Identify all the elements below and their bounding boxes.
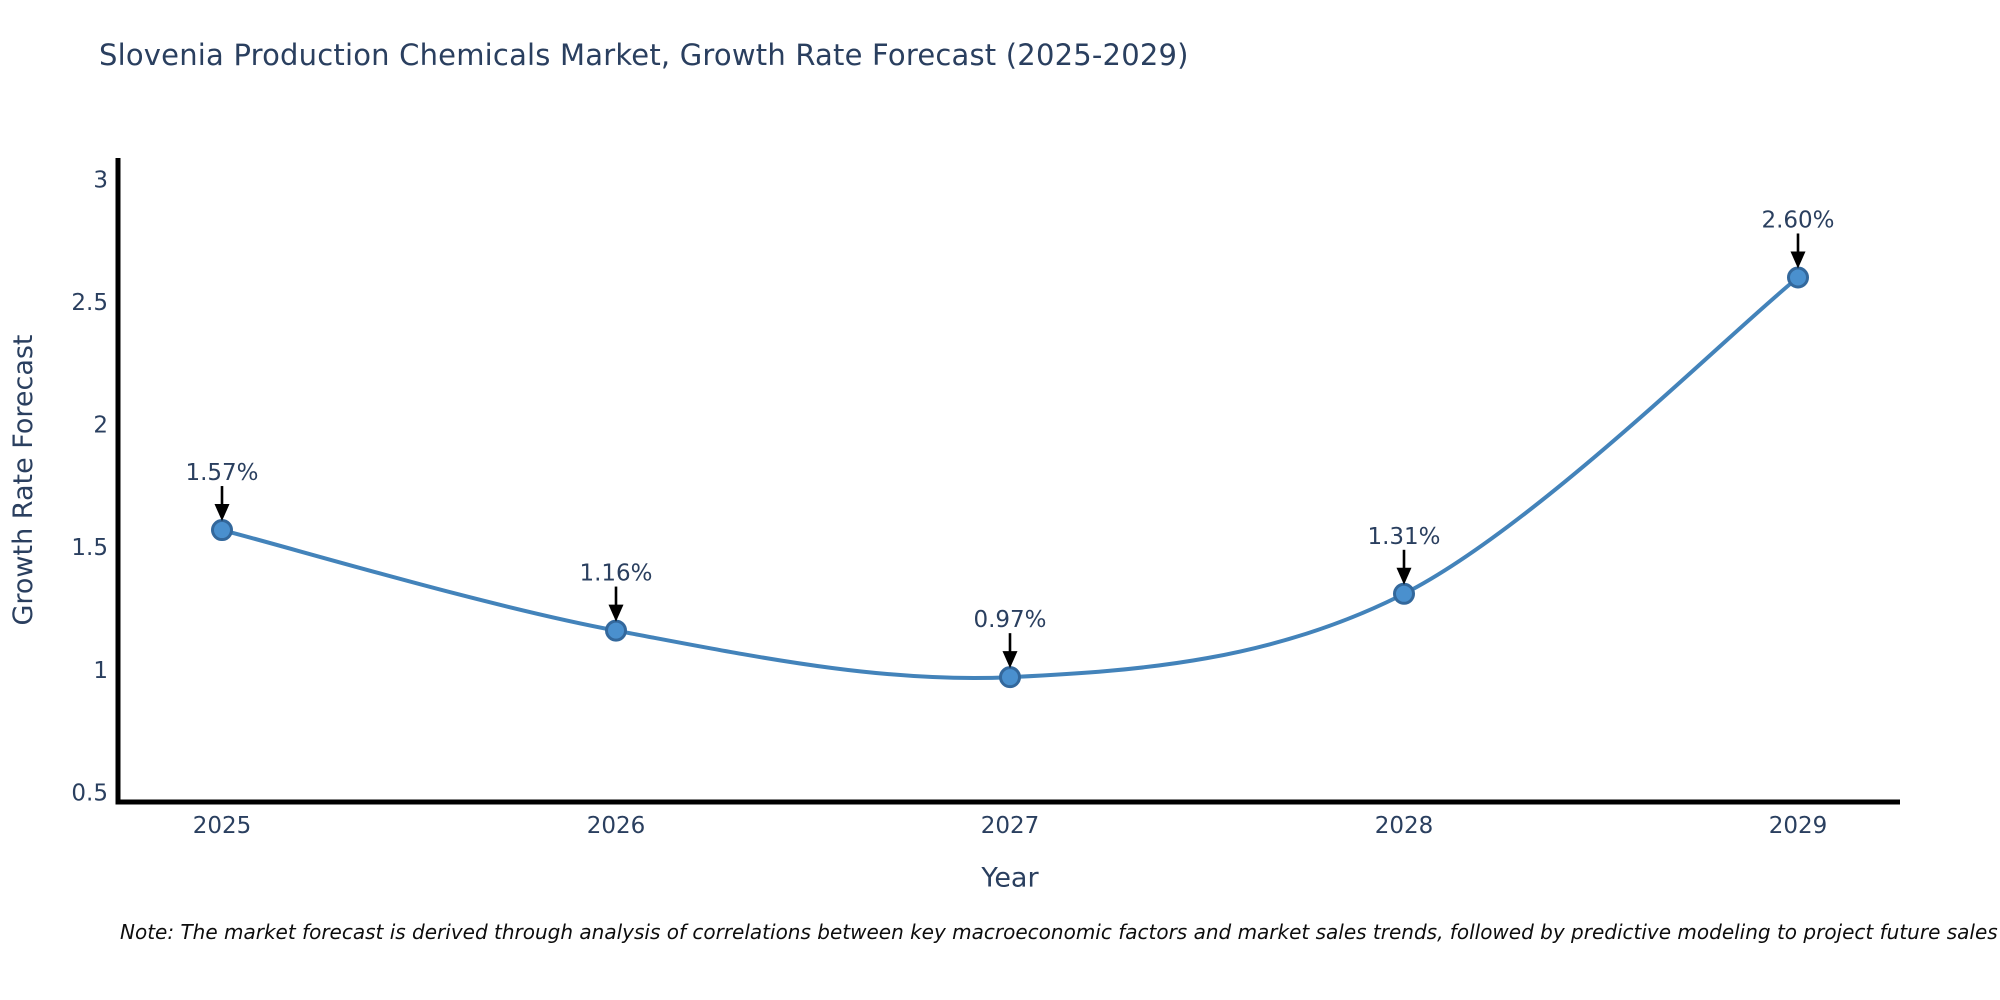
y-tick-label-2.5: 2.5 xyxy=(71,290,108,316)
annotation-arrowhead-2027 xyxy=(1002,651,1018,669)
data-point-2029[interactable] xyxy=(1787,266,1809,289)
x-tick-label-2028: 2028 xyxy=(1375,813,1434,839)
y-tick-label-1: 1 xyxy=(93,658,108,684)
x-tick-label-2025: 2025 xyxy=(193,813,252,839)
y-tick-label-2: 2 xyxy=(93,413,108,439)
data-point-2025[interactable] xyxy=(211,519,233,542)
annotation-arrowhead-2026 xyxy=(608,604,624,622)
x-axis-title: Year xyxy=(981,862,1039,894)
point-label-2029: 2.60% xyxy=(1761,207,1834,233)
annotation-arrowhead-2029 xyxy=(1790,251,1806,269)
data-point-2028[interactable] xyxy=(1393,582,1415,605)
footnote: Note: The market forecast is derived thr… xyxy=(120,920,1998,944)
x-tick-label-2027: 2027 xyxy=(981,813,1040,839)
y-tick-label-3: 3 xyxy=(93,167,108,193)
chart-title: Slovenia Production Chemicals Market, Gr… xyxy=(99,38,1189,72)
point-label-2025: 1.57% xyxy=(185,460,258,486)
point-label-2027: 0.97% xyxy=(973,607,1046,633)
data-point-2026[interactable] xyxy=(605,619,627,642)
y-tick-label-0.5: 0.5 xyxy=(71,780,108,806)
point-label-2028: 1.31% xyxy=(1367,524,1440,550)
y-tick-label-1.5: 1.5 xyxy=(71,535,108,561)
annotation-arrowhead-2028 xyxy=(1396,567,1412,585)
point-label-2026: 1.16% xyxy=(579,561,652,587)
annotation-arrowhead-2025 xyxy=(214,504,230,522)
x-tick-label-2026: 2026 xyxy=(587,813,646,839)
data-point-2027[interactable] xyxy=(999,666,1021,689)
x-tick-label-2029: 2029 xyxy=(1769,813,1828,839)
y-axis-title: Growth Rate Forecast xyxy=(8,334,39,626)
